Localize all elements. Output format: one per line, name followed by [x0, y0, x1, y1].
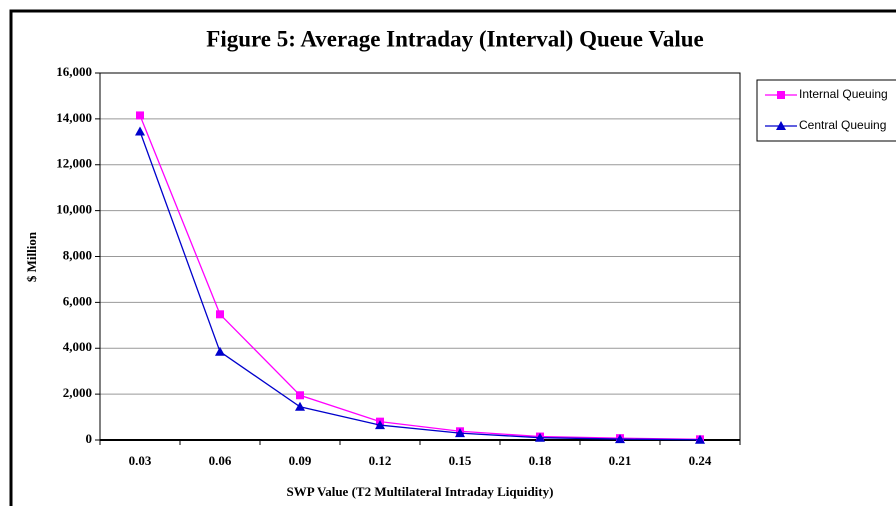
point	[135, 126, 145, 136]
point	[455, 428, 465, 438]
legend-label: Internal Queuing	[799, 87, 888, 101]
x-tick-label: 0.21	[609, 453, 632, 468]
x-tick-label: 0.06	[209, 453, 232, 468]
x-tick-label: 0.18	[529, 453, 552, 468]
point	[695, 434, 705, 444]
point	[776, 121, 786, 130]
point	[375, 420, 385, 430]
point	[136, 111, 144, 120]
chart-title: Figure 5: Average Intraday (Interval) Qu…	[206, 26, 703, 51]
y-tick-label: 2,000	[63, 385, 92, 400]
point	[215, 346, 225, 356]
x-axis-title: SWP Value (T2 Multilateral Intraday Liqu…	[287, 484, 554, 499]
y-tick-label: 10,000	[56, 202, 92, 217]
y-axis-title: $ Million	[24, 231, 39, 282]
y-tick-label: 6,000	[63, 293, 92, 308]
point	[777, 91, 785, 99]
x-tick-label: 0.09	[289, 453, 312, 468]
y-tick-label: 16,000	[56, 64, 92, 79]
series-line	[139, 131, 701, 441]
y-tick-label: 14,000	[56, 110, 92, 125]
y-tick-label: 12,000	[56, 156, 92, 171]
chart-frame	[9, 9, 896, 506]
legend-label: Central Queuing	[799, 118, 886, 132]
point	[216, 310, 224, 319]
x-tick-label: 0.12	[369, 453, 392, 468]
legend-box	[756, 79, 896, 142]
point	[535, 432, 545, 442]
series-line	[139, 115, 701, 440]
point	[296, 391, 304, 400]
x-tick-label: 0.15	[449, 453, 472, 468]
y-tick-label: 0	[86, 431, 93, 446]
point	[295, 401, 305, 411]
x-tick-label: 0.03	[129, 453, 152, 468]
x-tick-label: 0.24	[689, 453, 712, 468]
point	[615, 434, 625, 444]
y-tick-label: 4,000	[63, 339, 92, 354]
y-tick-label: 8,000	[63, 247, 92, 262]
